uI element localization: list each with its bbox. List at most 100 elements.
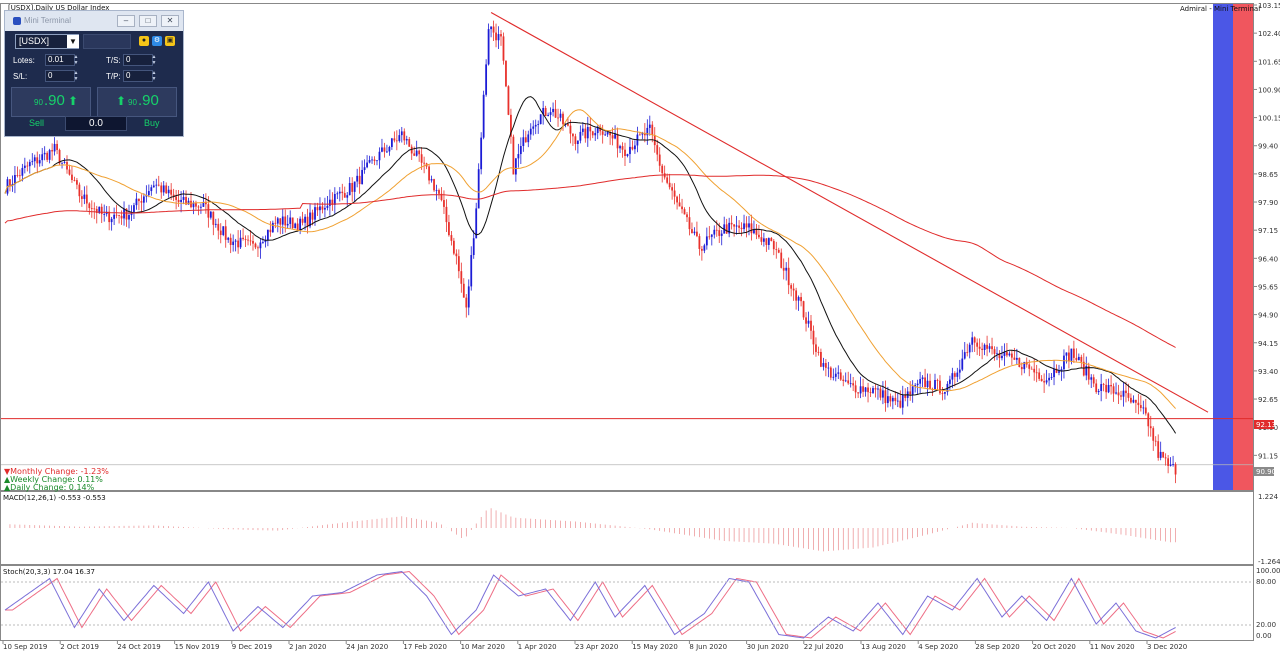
candle-body xyxy=(133,205,135,213)
candle-body xyxy=(388,146,391,152)
candle-body xyxy=(249,240,252,242)
macd-label: MACD(12,26,1) -0.553 -0.553 xyxy=(3,494,106,502)
candle-body xyxy=(217,223,220,231)
date-tick-label: 11 Nov 2020 xyxy=(1090,643,1135,651)
candle-body xyxy=(351,183,354,192)
candle-body xyxy=(1169,464,1172,466)
candle-body xyxy=(1174,464,1177,475)
candle-body xyxy=(222,226,225,235)
sell-price-button[interactable]: 90 .90 ⬆ xyxy=(11,87,91,117)
candle-body xyxy=(919,379,922,384)
candle-body xyxy=(976,342,979,347)
candle-body xyxy=(14,174,16,185)
candle-body xyxy=(1033,368,1036,373)
candle-body xyxy=(467,286,470,308)
candle-body xyxy=(88,203,91,209)
candle-body xyxy=(90,208,93,209)
candle-body xyxy=(1072,348,1075,358)
minimize-button[interactable]: – xyxy=(117,15,135,27)
lock-icon[interactable]: ● xyxy=(139,36,149,46)
candle-body xyxy=(802,301,805,318)
mini-terminal-titlebar[interactable]: Mini Terminal – □ ✕ xyxy=(5,11,183,31)
symbol-extra-field[interactable] xyxy=(83,34,131,49)
candle-body xyxy=(294,223,297,229)
candle-body xyxy=(33,157,36,162)
candle-body xyxy=(1110,384,1112,387)
maximize-button[interactable]: □ xyxy=(139,15,157,27)
candle-body xyxy=(219,230,222,235)
symbol-title: [USDX],Daily US Dollar Index xyxy=(8,4,109,12)
candle-body xyxy=(358,175,361,185)
candle-body xyxy=(614,133,616,139)
candle-body xyxy=(864,387,867,392)
tp-stepper[interactable]: ▲ ▼ xyxy=(151,70,157,82)
candle-body xyxy=(1018,357,1021,367)
candle-body xyxy=(428,166,430,181)
candle-body xyxy=(539,114,542,125)
candle-body xyxy=(616,133,619,149)
candle-body xyxy=(93,208,96,210)
candle-body xyxy=(661,165,664,174)
candle-body xyxy=(725,224,728,234)
date-tick-label: 20 Oct 2020 xyxy=(1033,643,1076,651)
close-button[interactable]: ✕ xyxy=(161,15,179,27)
last-price-label: 90.90 xyxy=(1256,468,1276,476)
mini-terminal-panel[interactable]: Mini Terminal – □ ✕ [USDX] ▼ ● ⚙ ▣ Lotes… xyxy=(4,10,184,137)
mini-terminal-title: Mini Terminal xyxy=(24,16,71,25)
sl-field[interactable]: 0 xyxy=(45,70,75,82)
symbol-select[interactable]: [USDX] xyxy=(15,34,79,49)
candle-body xyxy=(983,344,986,350)
candle-body xyxy=(924,377,926,387)
candle-body xyxy=(934,380,936,391)
candle-body xyxy=(847,380,850,384)
candle-body xyxy=(1077,356,1080,361)
candle-body xyxy=(698,236,701,249)
candle-body xyxy=(691,229,693,234)
candle-body xyxy=(264,240,267,243)
sl-stepper[interactable]: ▲ ▼ xyxy=(73,70,79,82)
date-tick-label: 10 Sep 2019 xyxy=(3,643,47,651)
candle-body xyxy=(849,383,852,385)
candle-body xyxy=(772,240,775,250)
candle-body xyxy=(882,390,884,398)
candle-body xyxy=(1048,377,1050,381)
candle-body xyxy=(440,193,443,201)
candle-body xyxy=(395,140,398,142)
candle-body xyxy=(800,297,802,302)
candle-body xyxy=(1085,365,1088,376)
candle-body xyxy=(271,222,274,233)
candle-body xyxy=(460,271,463,284)
candle-body xyxy=(237,240,240,248)
buy-price-small: 90 xyxy=(128,98,137,107)
candle-body xyxy=(284,216,287,226)
candle-body xyxy=(1013,357,1016,360)
tp-field[interactable]: 0 xyxy=(123,70,153,82)
candle-body xyxy=(492,26,495,33)
buy-button[interactable]: Buy xyxy=(144,118,160,128)
candle-body xyxy=(643,132,646,136)
ts-stepper[interactable]: ▲ ▼ xyxy=(151,54,157,66)
lots-field[interactable]: 0.01 xyxy=(45,54,75,66)
candle-body xyxy=(386,151,388,153)
gear-icon[interactable]: ⚙ xyxy=(152,36,162,46)
folder-icon[interactable]: ▣ xyxy=(165,36,175,46)
candle-body xyxy=(569,125,572,134)
candle-body xyxy=(204,201,207,205)
lot-display: 0.0 xyxy=(65,116,127,131)
candle-body xyxy=(336,193,339,195)
price-tick-label: 94.90 xyxy=(1258,312,1278,320)
buy-price-button[interactable]: ⬆ 90 .90 xyxy=(97,87,177,117)
lots-stepper[interactable]: ▲ ▼ xyxy=(73,54,79,66)
sell-button[interactable]: Sell xyxy=(29,118,45,128)
candle-body xyxy=(673,190,676,197)
candle-body xyxy=(31,161,34,163)
chevron-down-icon[interactable]: ▼ xyxy=(67,35,79,48)
price-tick-label: 93.40 xyxy=(1258,368,1278,376)
candle-body xyxy=(514,158,517,175)
candle-body xyxy=(1142,407,1145,409)
candle-body xyxy=(1095,383,1098,393)
candle-body xyxy=(1030,368,1033,370)
ts-field[interactable]: 0 xyxy=(123,54,153,66)
candle-body xyxy=(172,194,175,197)
